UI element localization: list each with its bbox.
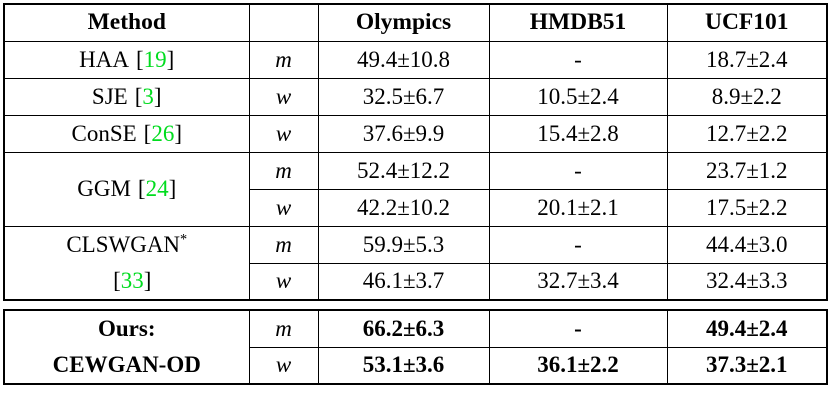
mode-cell: w (248, 114, 319, 153)
citation-number[interactable]: 26 (151, 120, 175, 146)
method-cell-ours: Ours: CEWGAN-OD (3, 309, 250, 385)
col-header-method: Method (3, 3, 250, 42)
table-row-conse: ConSE [26] w 37.6±9.9 15.4±2.8 12.7±2.2 (3, 114, 828, 153)
cell-hmdb51: - (488, 309, 668, 348)
cite-bracket-close: ] (174, 120, 183, 146)
cell-hmdb51: 20.1±2.1 (488, 188, 668, 227)
mode-cell: m (248, 225, 319, 264)
cell-olympics: 66.2±6.3 (317, 309, 490, 348)
col-header-mode (248, 3, 319, 42)
cell-olympics: 52.4±12.2 (317, 151, 490, 190)
cell-olympics: 49.4±10.8 (317, 40, 490, 79)
method-name: SJE (91, 83, 128, 109)
asterisk-marker: * (180, 231, 188, 248)
cell-hmdb51: - (488, 151, 668, 190)
cell-olympics: 46.1±3.7 (317, 262, 490, 301)
col-header-olympics: Olympics (317, 3, 490, 42)
mode-cell: m (248, 151, 319, 190)
citation-number[interactable]: 3 (142, 83, 154, 109)
cell-olympics: 37.6±9.9 (317, 114, 490, 153)
method-name: ConSE (71, 120, 137, 146)
method-cell-sje: SJE [3] (3, 77, 250, 116)
col-header-hmdb51: HMDB51 (488, 3, 668, 42)
table-row-clswgan-w: w 46.1±3.7 32.7±3.4 32.4±3.3 (4, 262, 828, 301)
cell-olympics: 59.9±5.3 (317, 225, 490, 264)
mode-cell: w (248, 77, 319, 116)
table-row-haa: HAA [19] m 49.4±10.8 - 18.7±2.4 (3, 40, 828, 79)
table-row-ggm-w: w 42.2±10.2 20.1±2.1 17.5±2.2 (4, 188, 828, 227)
mode-cell: w (248, 346, 319, 385)
cite-bracket-open: [ (143, 120, 152, 146)
cite-bracket-close: ] (166, 46, 175, 72)
table-row-ggm-m: GGM [24] m 52.4±12.2 - 23.7±1.2 (3, 151, 828, 227)
method-cell-clswgan: CLSWGAN* [33] (3, 225, 250, 301)
cell-olympics: 42.2±10.2 (317, 188, 490, 227)
cite-bracket-close: ] (153, 83, 162, 109)
method-cell-conse: ConSE [26] (3, 114, 250, 153)
cell-hmdb51: 36.1±2.2 (488, 346, 668, 385)
citation-link[interactable]: [33] (5, 263, 248, 299)
mode-cell: w (248, 262, 319, 301)
results-table-main: Method Olympics HMDB51 UCF101 HAA [19] m … (3, 3, 828, 301)
cite-bracket-close: ] (143, 267, 152, 293)
table-separator-gap (3, 301, 826, 309)
mode-cell: m (248, 309, 319, 348)
citation-link[interactable]: [3] (135, 84, 162, 109)
table-row-clswgan-m: CLSWGAN* [33] m 59.9±5.3 - 44.4±3.0 (3, 225, 828, 301)
cell-hmdb51: 15.4±2.8 (488, 114, 668, 153)
citation-link[interactable]: [26] (144, 121, 182, 146)
table-row-ours-m: Ours: CEWGAN-OD m 66.2±6.3 - 49.4±2.4 (3, 309, 828, 385)
results-table-ours: Ours: CEWGAN-OD m 66.2±6.3 - 49.4±2.4 w … (3, 309, 828, 385)
cell-ucf101: 18.7±2.4 (666, 40, 828, 79)
citation-number[interactable]: 19 (143, 46, 167, 72)
cell-olympics: 32.5±6.7 (317, 77, 490, 116)
cell-hmdb51: 32.7±3.4 (488, 262, 668, 301)
cell-ucf101: 37.3±2.1 (666, 346, 828, 385)
cite-bracket-open: [ (137, 176, 146, 201)
cell-ucf101: 49.4±2.4 (666, 309, 828, 348)
header-row: Method Olympics HMDB51 UCF101 (3, 3, 828, 42)
table-row-ours-w: w 53.1±3.6 36.1±2.2 37.3±2.1 (4, 346, 828, 385)
table-row-sje: SJE [3] w 32.5±6.7 10.5±2.4 8.9±2.2 (3, 77, 828, 116)
citation-link[interactable]: [19] (136, 47, 174, 72)
cell-ucf101: 12.7±2.2 (666, 114, 828, 153)
method-name: GGM (77, 176, 131, 201)
cell-ucf101: 23.7±1.2 (666, 151, 828, 190)
cell-hmdb51: 10.5±2.4 (488, 77, 668, 116)
citation-number[interactable]: 24 (145, 176, 169, 201)
method-name: HAA (79, 46, 129, 72)
cell-ucf101: 32.4±3.3 (666, 262, 828, 301)
mode-cell: w (248, 188, 319, 227)
cell-ucf101: 8.9±2.2 (666, 77, 828, 116)
cite-bracket-open: [ (136, 46, 144, 72)
cell-ucf101: 17.5±2.2 (666, 188, 828, 227)
citation-number[interactable]: 33 (120, 267, 144, 293)
cite-bracket-open: [ (134, 83, 143, 109)
cite-bracket-close: ] (168, 176, 177, 201)
method-cell-ggm: GGM [24] (3, 151, 250, 227)
citation-link[interactable]: [24] (138, 176, 176, 201)
cell-hmdb51: - (488, 225, 668, 264)
cell-olympics: 53.1±3.6 (317, 346, 490, 385)
cell-ucf101: 44.4±3.0 (666, 225, 828, 264)
method-name: CLSWGAN* (5, 227, 248, 263)
mode-cell: m (248, 40, 319, 79)
cell-hmdb51: - (488, 40, 668, 79)
cite-bracket-open: [ (113, 267, 121, 293)
method-cell-haa: HAA [19] (3, 40, 250, 79)
col-header-ucf101: UCF101 (666, 3, 828, 42)
ours-method-name: CEWGAN-OD (52, 352, 201, 377)
ours-label: Ours: (98, 316, 156, 341)
method-name-text: CLSWGAN (66, 231, 181, 257)
